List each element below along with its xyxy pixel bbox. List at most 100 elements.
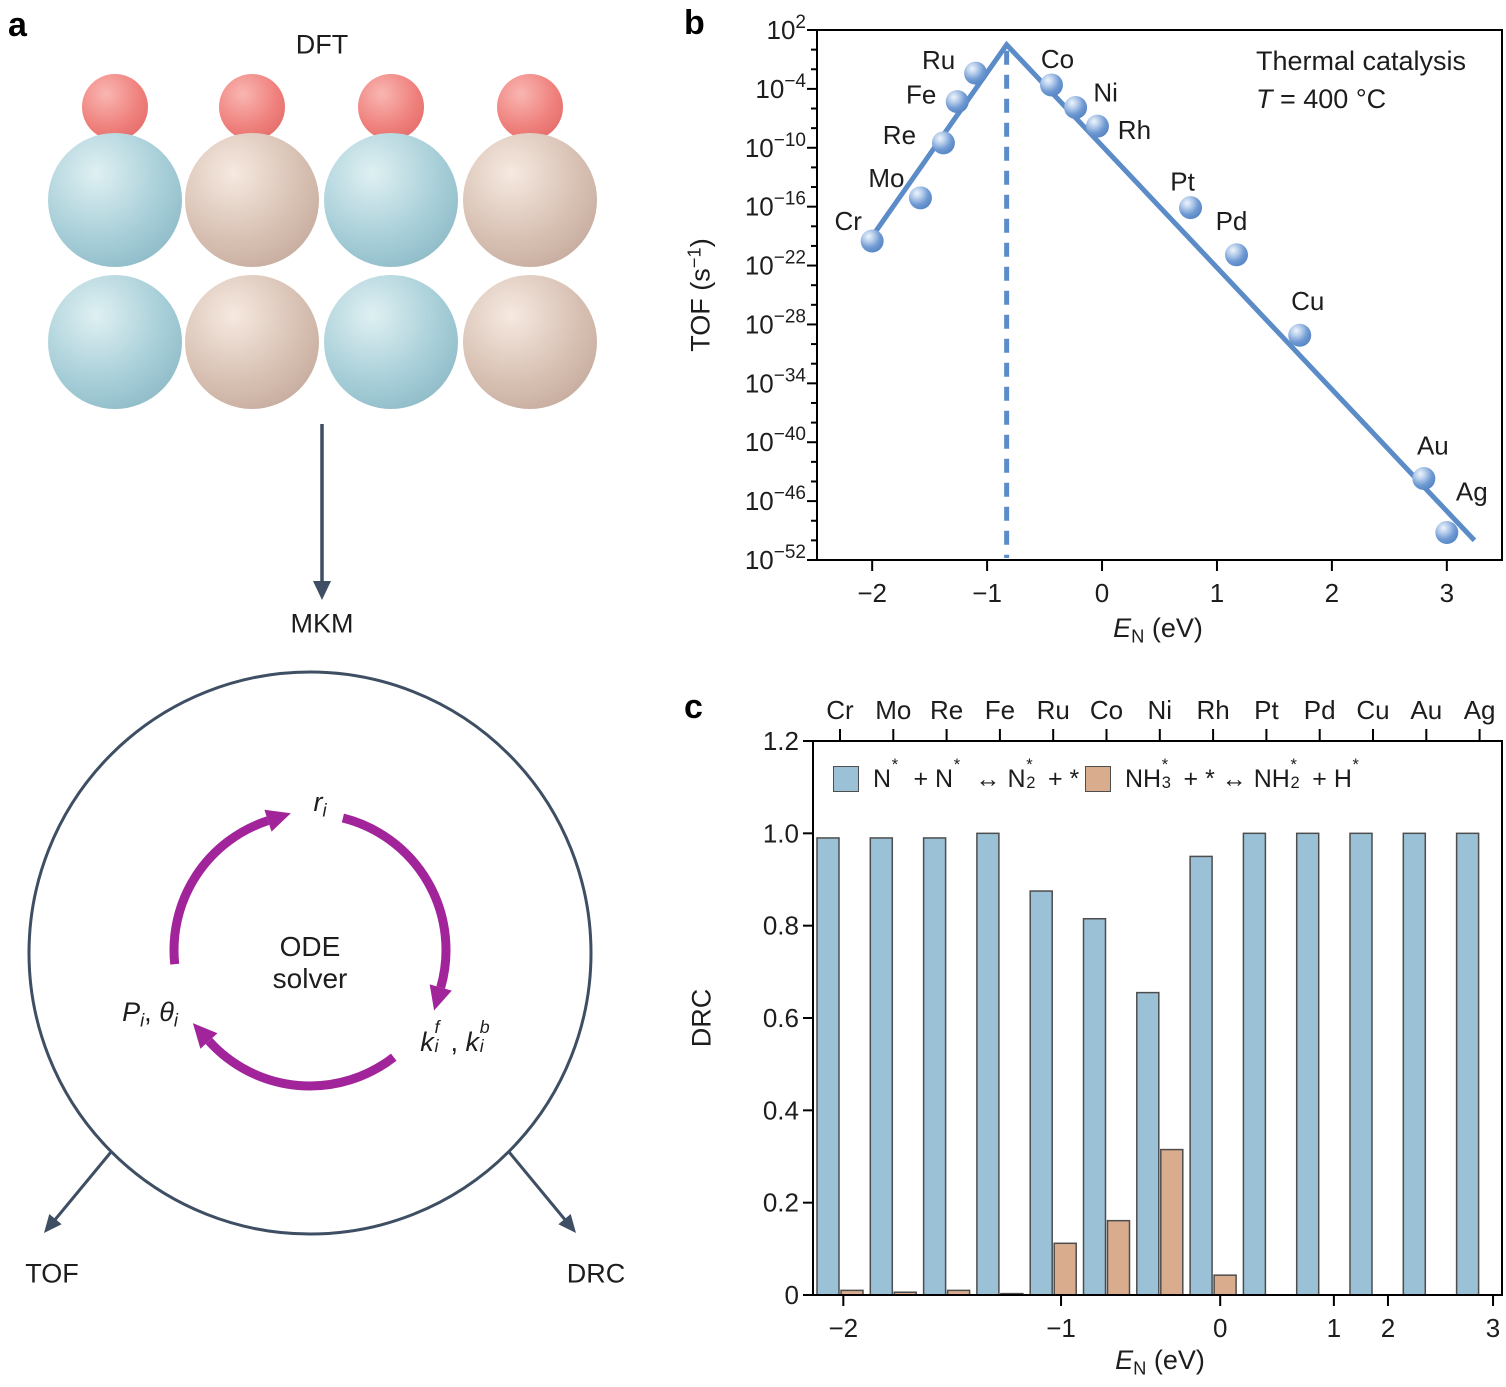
tick-base: 10 <box>745 133 774 163</box>
y-tick-label: 10−28 <box>745 306 806 339</box>
rich-text: + N <box>906 765 954 793</box>
cycle-arc-right <box>341 813 451 989</box>
rich-text: P <box>122 997 141 1028</box>
bar-n2-ni <box>1136 991 1160 1296</box>
rich-text: = 400 °C <box>1272 84 1387 115</box>
legend-swatch-tan <box>1085 766 1111 792</box>
point-label-ag: Ag <box>1456 477 1488 507</box>
x-tick-label: 2 <box>1325 578 1339 608</box>
ode-label-line1: ODE <box>279 930 341 962</box>
metal-label-pd: Pd <box>1304 695 1336 725</box>
stack-subscript: i <box>479 1036 484 1057</box>
metal-label-cr: Cr <box>826 695 854 725</box>
y-tick-label: 1.2 <box>763 726 799 756</box>
ode-loop-circle <box>27 670 593 1236</box>
metal-label-pt: Pt <box>1254 695 1279 725</box>
data-point-ru <box>964 61 988 85</box>
data-point-pt <box>1179 196 1203 220</box>
tick-exponent: −10 <box>774 130 806 151</box>
point-label-pd: Pd <box>1216 206 1248 236</box>
rich-text: (eV) <box>1146 1345 1205 1376</box>
surface-atom-top <box>185 133 319 267</box>
rich-text: i <box>322 799 327 821</box>
data-point-cu <box>1288 323 1312 347</box>
rich-stack: * <box>891 757 907 789</box>
tick-base: 10 <box>745 192 774 222</box>
point-label-mo: Mo <box>868 163 904 193</box>
stack-subscript: 3 <box>1161 774 1171 793</box>
bar-n2-rh <box>1189 855 1213 1296</box>
tick-base: 10 <box>745 545 774 575</box>
rich-text: + * <box>1041 765 1080 793</box>
cycle-rate-label: ri <box>313 787 326 821</box>
cycle-arc-left <box>169 816 270 965</box>
bar-nh3-co <box>1106 1219 1131 1296</box>
metal-label-rh: Rh <box>1196 695 1229 725</box>
cycle-pressure-coverage-label: Pi, θi <box>122 997 178 1031</box>
dft-to-mkm-arrow-head <box>313 581 331 600</box>
metal-label-ru: Ru <box>1037 695 1070 725</box>
tick-exponent: −34 <box>774 365 807 386</box>
data-point-co <box>1039 73 1063 97</box>
rich-text: r <box>313 787 323 818</box>
rich-text: + * ↔ NH <box>1176 765 1290 793</box>
tick-exponent: −28 <box>774 306 806 327</box>
dft-label: DFT <box>295 29 349 60</box>
data-point-fe <box>945 90 969 114</box>
x-tick-label: −2 <box>857 578 887 608</box>
y-tick-label: 10−40 <box>745 424 806 457</box>
rich-text: E <box>1115 1345 1134 1376</box>
ode-label-line2: solver <box>272 963 348 994</box>
metal-label-ni: Ni <box>1148 695 1173 725</box>
drc-arrow-shaft <box>507 1151 573 1228</box>
data-point-rh <box>1085 114 1109 138</box>
bar-n2-fe <box>976 832 1000 1296</box>
surface-atom-bottom <box>48 275 182 409</box>
point-label-ni: Ni <box>1093 78 1118 108</box>
point-label-re: Re <box>883 120 916 150</box>
surface-atom-top <box>48 133 182 267</box>
tick-exponent: −16 <box>774 189 806 210</box>
bar-n2-co <box>1082 917 1107 1296</box>
point-label-pt: Pt <box>1170 167 1195 197</box>
panel-a-graphics <box>27 424 593 1236</box>
y-tick-label: 10−10 <box>745 130 806 163</box>
legend-label-n2: N * + N * ↔ N * 2 + * <box>873 757 1080 794</box>
stack-superscript: * <box>1026 756 1033 775</box>
rich-stack: * <box>1352 757 1368 789</box>
adsorbate-atom <box>358 74 424 140</box>
y-tick-label: 0.6 <box>763 1003 799 1033</box>
tick-exponent: −46 <box>774 483 806 504</box>
y-tick-label: 0 <box>785 1280 799 1310</box>
rich-text: N <box>1131 625 1145 647</box>
rich-text: N <box>1133 1357 1147 1379</box>
tick-exponent: 2 <box>795 12 806 33</box>
rich-text: T <box>1256 84 1273 115</box>
y-tick-label: 0.2 <box>763 1188 799 1218</box>
tof-arrow-head <box>44 1214 62 1233</box>
data-point-mo <box>908 186 932 210</box>
volcano-x-axis-label: EN (eV) <box>1113 613 1203 647</box>
bar-n2-cu <box>1349 832 1373 1296</box>
metal-label-cu: Cu <box>1356 695 1389 725</box>
rich-text: i <box>140 1009 145 1031</box>
drc-output-label: DRC <box>566 1258 626 1289</box>
data-point-ni <box>1064 96 1088 120</box>
y-tick-label: 1.0 <box>763 818 799 848</box>
adsorbate-atom <box>497 74 563 140</box>
y-tick-label: 10−22 <box>745 248 806 281</box>
bar-n2-cr <box>816 837 840 1296</box>
metal-label-ag: Ag <box>1464 695 1496 725</box>
tick-base: 10 <box>745 368 774 398</box>
x-tick-label: 1 <box>1327 1313 1341 1343</box>
surface-atom-bottom <box>463 275 597 409</box>
mkm-label: MKM <box>290 608 354 639</box>
bar-n2-pd <box>1295 832 1320 1296</box>
stack-subscript: 2 <box>1026 774 1036 793</box>
tick-base: 10 <box>767 15 796 45</box>
y-tick-label: 0.4 <box>763 1095 799 1125</box>
annotation-line1: Thermal catalysis <box>1256 46 1467 76</box>
